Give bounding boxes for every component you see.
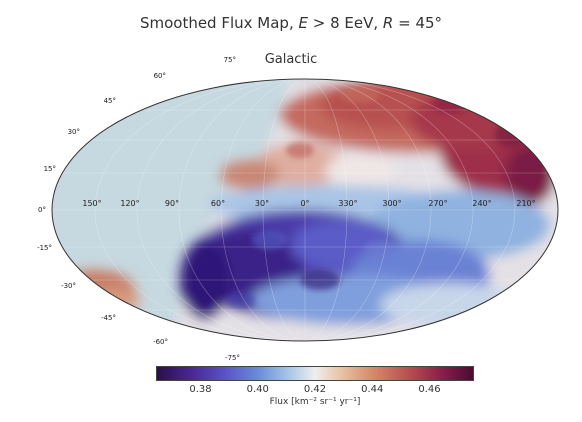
flux-texture — [225, 87, 525, 309]
title-radius-symbol: R — [382, 14, 394, 32]
latitude-labels: 75° 60° 45° 30° 15° 0° -15° -30° -45° -6… — [37, 56, 240, 362]
lat-label: 30° — [68, 128, 80, 136]
lat-label: -15° — [37, 244, 52, 252]
colorbar-tick-label: 0.40 — [246, 384, 269, 395]
longitude-labels: 150° 120° 90° 60° 30° 0° 330° 300° 270° … — [82, 199, 535, 208]
title-energy-text: > 8 EeV, — [307, 14, 383, 32]
title-radius-text: = 45° — [393, 14, 443, 32]
lon-label: 240° — [472, 199, 491, 208]
lon-label: 0° — [300, 199, 309, 208]
flux-map-layer — [52, 79, 558, 341]
colorbar-tick-label: 0.42 — [303, 384, 327, 395]
lat-label: 15° — [44, 165, 56, 173]
lon-label: 150° — [82, 199, 101, 208]
lon-label: 330° — [338, 199, 357, 208]
colorbar-tick-label: 0.38 — [189, 384, 212, 395]
lat-label: -45° — [101, 314, 116, 322]
colorbar-gradient — [156, 366, 474, 381]
colorbar-tick-label: 0.46 — [418, 384, 441, 395]
lon-label: 120° — [120, 199, 139, 208]
map-border — [51, 78, 559, 342]
title-prefix: Smoothed Flux Map, — [139, 14, 299, 32]
colorbar-ticks: 0.38 0.40 0.42 0.44 0.46 — [156, 381, 474, 395]
lat-label: 60° — [154, 72, 166, 80]
colorbar-label: Flux [km⁻² sr⁻¹ yr⁻¹] — [269, 397, 361, 407]
colorbar: 0.38 0.40 0.42 0.44 0.46 Flux [km⁻² sr⁻¹… — [156, 366, 474, 407]
colorbar-tick-label: 0.44 — [361, 384, 384, 395]
lat-label: -30° — [61, 282, 76, 290]
lat-label: 0° — [38, 206, 46, 214]
graticule — [52, 79, 558, 341]
lon-label: 270° — [428, 199, 447, 208]
plot-title: Smoothed Flux Map, E > 8 EeV, R = 45° — [0, 14, 582, 32]
lat-label: 45° — [104, 97, 116, 105]
lat-label: -75° — [225, 354, 240, 362]
title-energy-symbol: E — [298, 14, 308, 32]
lon-label: 30° — [255, 199, 269, 208]
coordinate-system-label: Galactic — [264, 52, 318, 67]
lon-label: 300° — [382, 199, 401, 208]
lat-label: -60° — [153, 338, 168, 346]
lat-label: 75° — [224, 56, 236, 64]
lon-label: 210° — [516, 199, 535, 208]
lon-label: 60° — [211, 199, 225, 208]
lon-label: 90° — [165, 199, 179, 208]
